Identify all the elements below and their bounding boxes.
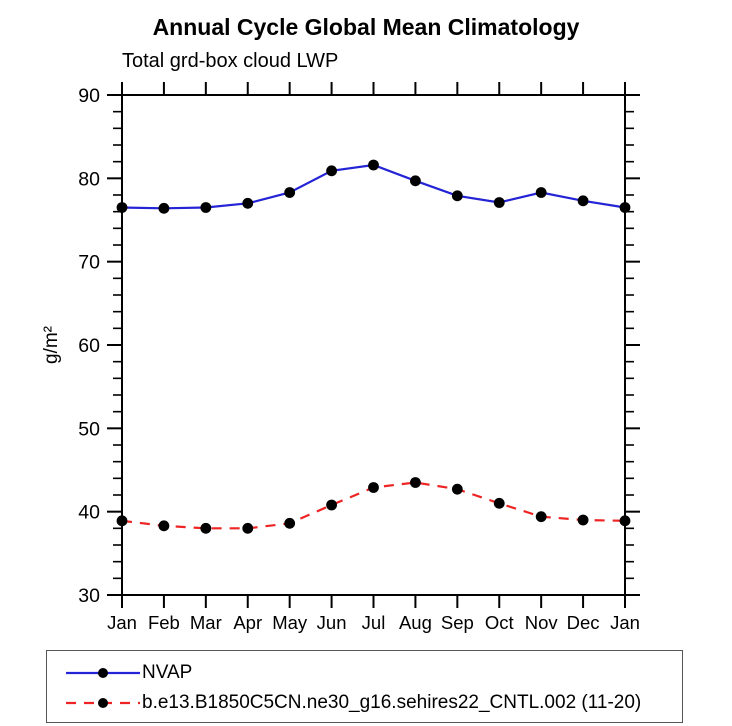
- x-axis-tick-label-aug-7: Aug: [399, 612, 432, 633]
- legend-sample-marker-1: [98, 698, 108, 708]
- x-axis-tick-label-jun-5: Jun: [317, 612, 347, 633]
- series-1-marker-aug: [410, 477, 421, 488]
- series-0-marker-apr: [242, 197, 254, 209]
- legend-label-model: b.e13.B1850C5CN.ne30_g16.sehires22_CNTL.…: [142, 692, 642, 713]
- series-0-marker-nov: [535, 187, 547, 198]
- series-1-marker-jun: [326, 499, 337, 511]
- x-axis-tick-label-may-4: May: [272, 612, 308, 633]
- nvap-legend-line-sample-icon: [66, 668, 140, 678]
- x-axis-tick-label-dec-11: Dec: [567, 612, 600, 633]
- x-axis-tick-label-mar-2: Mar: [190, 612, 222, 633]
- series-0-marker-jan: [116, 202, 128, 213]
- legend-box: NVAP b.e13.B1850C5CN.ne30_g16.sehires22_…: [46, 650, 683, 723]
- y-axis-tick-label-80: 80: [78, 168, 100, 190]
- series-1-marker-apr: [242, 522, 254, 534]
- y-axis-tick-label-70: 70: [78, 252, 100, 274]
- x-axis-tick-label-jul-6: Jul: [362, 612, 386, 633]
- series-1-marker-feb: [158, 520, 170, 532]
- x-axis-tick-label-apr-3: Apr: [233, 612, 262, 633]
- legend-row-nvap: NVAP: [47, 662, 192, 684]
- y-axis-tick-label-30: 30: [78, 585, 100, 607]
- x-axis-tick-label-nov-10: Nov: [525, 612, 559, 633]
- series-1-marker-sep: [451, 483, 463, 495]
- series-0-marker-jan: [619, 202, 631, 213]
- series-1-marker-oct: [493, 497, 505, 509]
- legend-row-model: b.e13.B1850C5CN.ne30_g16.sehires22_CNTL.…: [47, 692, 641, 714]
- chart-subtitle: Total grd-box cloud LWP: [122, 50, 339, 72]
- series-line-0: [121, 163, 626, 210]
- series-0-marker-dec: [577, 195, 589, 207]
- y-axis-tick-label-90: 90: [78, 85, 100, 107]
- x-axis-tick-label-feb-1: Feb: [148, 612, 180, 633]
- x-axis-tick-label-sep-8: Sep: [441, 612, 474, 633]
- series-1-marker-dec: [577, 514, 589, 526]
- chart-title: Annual Cycle Global Mean Climatology: [152, 14, 580, 40]
- series-1-marker-mar: [200, 522, 212, 534]
- y-axis-tick-label-50: 50: [78, 418, 100, 440]
- y-axis-tick-label-60: 60: [78, 335, 100, 357]
- plot-area: 90 80 70 60 50 40 30 Jan Feb Mar Apr May Jun Jul Aug Se…: [41, 82, 640, 633]
- x-axis-tick-label-jan-12: Jan: [610, 612, 640, 633]
- series-0-marker-oct: [493, 197, 505, 208]
- series-0-marker-aug: [410, 175, 421, 187]
- series-1-marker-may: [284, 517, 296, 529]
- series-1-marker-nov: [535, 511, 547, 523]
- x-axis-tick-label-oct-9: Oct: [485, 612, 514, 633]
- series-0-marker-mar: [200, 202, 212, 213]
- series-1-marker-jan: [619, 515, 631, 527]
- x-axis-tick-label-jan-0: Jan: [107, 612, 137, 633]
- series-0-marker-jul: [368, 159, 379, 171]
- legend-label-nvap: NVAP: [142, 662, 193, 683]
- series-0-marker-feb: [158, 202, 170, 214]
- series-1-marker-jul: [368, 482, 379, 493]
- legend-sample-marker-0: [98, 668, 108, 678]
- series-0-marker-jun: [326, 165, 337, 177]
- series-0-marker-may: [284, 187, 296, 198]
- series-0-marker-sep: [451, 190, 463, 202]
- y-axis-label: g/m²: [41, 326, 62, 364]
- y-axis-tick-label-40: 40: [78, 502, 100, 524]
- model-legend-line-sample-icon: [66, 698, 140, 708]
- series-1-marker-jan: [116, 515, 128, 527]
